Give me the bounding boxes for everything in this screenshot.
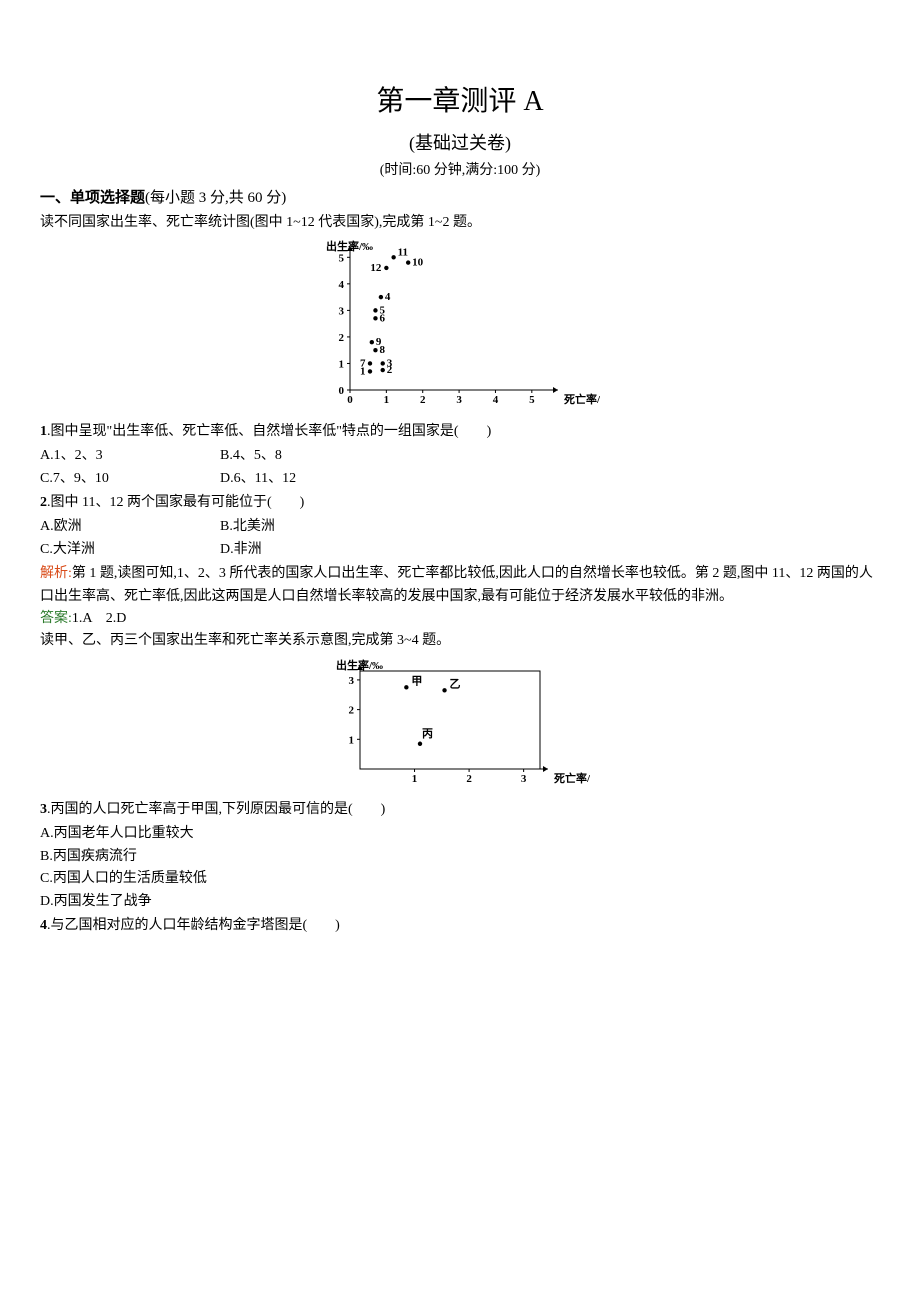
svg-text:丙: 丙 [422,726,433,739]
question-4-text: .与乙国相对应的人口年龄结构金字塔图是( ) [47,918,340,933]
svg-text:12: 12 [370,262,382,274]
svg-text:甲: 甲 [411,674,422,687]
svg-text:1: 1 [349,734,355,746]
svg-text:9: 9 [376,337,382,349]
question-3-text: .丙国的人口死亡率高于甲国,下列原因最可信的是( ) [47,802,385,817]
q3-opt-d: D.丙国发生了战争 [40,891,880,913]
svg-text:2: 2 [466,773,472,785]
svg-text:2: 2 [420,394,426,406]
question-1-num: 1 [40,424,47,439]
time-info: (时间:60 分钟,满分:100 分) [40,160,880,182]
q2-opt-c: C.大洋洲 [40,539,220,561]
answer-1: 答案:1.A 2.D [40,608,880,630]
instruction-1: 读不同国家出生率、死亡率统计图(图中 1~12 代表国家),完成第 1~2 题。 [40,212,880,234]
q1-opt-c: C.7、9、10 [40,468,220,490]
svg-text:4: 4 [493,394,499,406]
question-3-options: A.丙国老年人口比重较大 B.丙国疾病流行 C.丙国人口的生活质量较低 D.丙国… [40,823,880,913]
question-1-text: .图中呈现"出生率低、死亡率低、自然增长率低"特点的一组国家是( ) [47,424,491,439]
instruction-2: 读甲、乙、丙三个国家出生率和死亡率关系示意图,完成第 3~4 题。 [40,630,880,652]
question-4-num: 4 [40,918,47,933]
q2-opt-d: D.非洲 [220,539,400,561]
q3-opt-c: C.丙国人口的生活质量较低 [40,868,880,890]
svg-text:3: 3 [339,306,345,318]
svg-text:3: 3 [521,773,527,785]
question-4: 4.与乙国相对应的人口年龄结构金字塔图是( ) [40,915,880,937]
chart-2: 1 2 3 1 2 3 死亡率/‰ 出生率/‰ 甲 乙丙 [330,657,590,787]
q3-opt-a: A.丙国老年人口比重较大 [40,823,880,845]
question-1: 1.图中呈现"出生率低、死亡率低、自然增长率低"特点的一组国家是( ) [40,421,880,443]
chart-1-container: 012345012345死亡率/‰出生率/‰123456789101112 [40,238,880,416]
svg-text:死亡率/‰: 死亡率/‰ [554,771,590,785]
svg-text:1: 1 [384,394,390,406]
svg-text:4: 4 [339,279,345,291]
q1-opt-a: A.1、2、3 [40,445,220,467]
svg-text:3: 3 [349,675,355,687]
answer-1-label: 答案: [40,611,72,626]
svg-text:0: 0 [339,385,345,397]
question-2-num: 2 [40,495,47,510]
question-2: 2.图中 11、12 两个国家最有可能位于( ) [40,492,880,514]
question-2-options: A.欧洲B.北美洲 C.大洋洲D.非洲 [40,516,880,561]
svg-text:3: 3 [387,358,393,370]
question-2-text: .图中 11、12 两个国家最有可能位于( ) [47,495,304,510]
svg-text:出生率/‰: 出生率/‰ [326,239,373,253]
svg-text:7: 7 [360,358,366,370]
svg-text:6: 6 [379,313,385,325]
section-header-bold: 一、单项选择题 [40,190,145,206]
svg-text:5: 5 [529,394,535,406]
svg-text:3: 3 [456,394,462,406]
svg-text:1: 1 [339,359,345,371]
q3-opt-b: B.丙国疾病流行 [40,846,880,868]
analysis-1-text: 第 1 题,读图可知,1、2、3 所代表的国家人口出生率、死亡率都比较低,因此人… [40,566,873,603]
svg-text:10: 10 [412,257,424,269]
q2-opt-a: A.欧洲 [40,516,220,538]
svg-text:4: 4 [385,291,391,303]
q1-opt-d: D.6、11、12 [220,468,400,490]
svg-text:11: 11 [398,247,408,259]
chart-2-container: 1 2 3 1 2 3 死亡率/‰ 出生率/‰ 甲 乙丙 [40,657,880,795]
svg-text:出生率/‰: 出生率/‰ [336,658,383,672]
svg-text:乙: 乙 [450,677,461,690]
svg-text:0: 0 [347,394,353,406]
svg-text:1: 1 [412,773,418,785]
svg-text:5: 5 [339,253,345,265]
svg-text:2: 2 [339,332,345,344]
chart-1: 012345012345死亡率/‰出生率/‰123456789101112 [320,238,600,408]
q1-opt-b: B.4、5、8 [220,445,400,467]
question-3-num: 3 [40,802,47,817]
q2-opt-b: B.北美洲 [220,516,400,538]
question-3: 3.丙国的人口死亡率高于甲国,下列原因最可信的是( ) [40,799,880,821]
page-subtitle: (基础过关卷) [40,129,880,158]
svg-text:死亡率/‰: 死亡率/‰ [564,392,600,406]
svg-text:2: 2 [349,704,355,716]
section-header: 一、单项选择题(每小题 3 分,共 60 分) [40,186,880,210]
page-title: 第一章测评 A [40,80,880,125]
analysis-1-label: 解析: [40,566,72,581]
analysis-1: 解析:第 1 题,读图可知,1、2、3 所代表的国家人口出生率、死亡率都比较低,… [40,563,880,608]
question-1-options: A.1、2、3B.4、5、8 C.7、9、10D.6、11、12 [40,445,880,490]
answer-1-text: 1.A 2.D [72,611,126,626]
section-header-rest: (每小题 3 分,共 60 分) [145,190,286,206]
